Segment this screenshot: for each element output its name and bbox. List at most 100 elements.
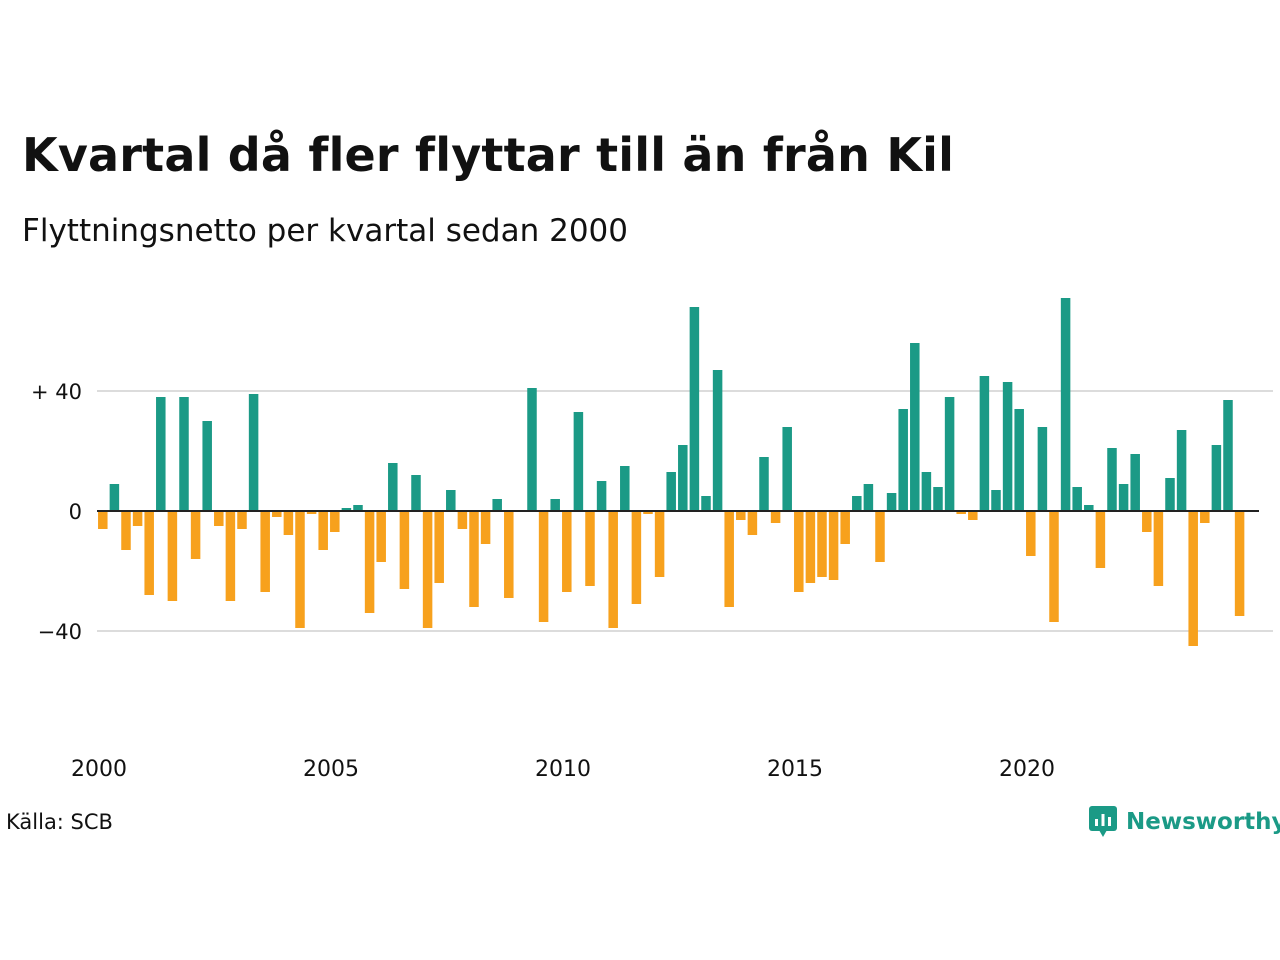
bar-2021-k4 bbox=[1107, 448, 1117, 511]
bar-2002-k2 bbox=[202, 421, 212, 511]
bar-2017-k1 bbox=[886, 493, 897, 511]
bar-2023-k3 bbox=[1188, 511, 1198, 646]
chart-subtitle: Flyttningsnetto per kvartal sedan 2000 bbox=[22, 213, 628, 249]
bar-2000-k2 bbox=[109, 484, 120, 511]
bar-2000-k4 bbox=[132, 511, 143, 526]
bar-2002-k4 bbox=[225, 511, 236, 601]
bar-2022-k4 bbox=[1153, 511, 1164, 586]
bar-2023-k1 bbox=[1165, 478, 1175, 511]
bar-2005-k4 bbox=[364, 511, 375, 613]
bar-2022-k2 bbox=[1130, 454, 1140, 511]
bar-2004-k2 bbox=[295, 511, 305, 628]
x-tick-label: 2005 bbox=[303, 757, 359, 782]
bar-2001-k2 bbox=[156, 397, 166, 511]
bar-2018-k4 bbox=[968, 511, 978, 520]
bar-2000-k1 bbox=[98, 511, 108, 529]
bar-2001-k3 bbox=[167, 511, 178, 601]
bar-2019-k4 bbox=[1014, 409, 1024, 511]
newsworthy-brand[interactable]: Newsworthy bbox=[1088, 804, 1280, 840]
bar-2005-k2 bbox=[341, 508, 352, 511]
x-tick-label: 2010 bbox=[535, 757, 591, 782]
bar-2017-k3 bbox=[910, 343, 920, 511]
bar-2015-k4 bbox=[828, 511, 839, 580]
bar-2013-k2 bbox=[712, 370, 723, 511]
bar-2019-k1 bbox=[979, 376, 990, 511]
bar-2011-k1 bbox=[608, 511, 618, 628]
bar-2016-k4 bbox=[875, 511, 885, 562]
bar-2021-k3 bbox=[1095, 511, 1106, 568]
bar-2014-k3 bbox=[770, 511, 781, 523]
bar-2023-k4 bbox=[1200, 511, 1210, 523]
bar-2014-k1 bbox=[747, 511, 758, 535]
bar-2019-k3 bbox=[1002, 382, 1013, 511]
bar-2006-k4 bbox=[411, 475, 421, 511]
bar-2009-k3 bbox=[538, 511, 549, 622]
y-tick-label: −40 bbox=[38, 620, 82, 644]
bar-2008-k3 bbox=[492, 499, 502, 511]
bar-2018-k3 bbox=[956, 511, 966, 514]
chart-title: Kvartal då fler flyttar till än från Kil bbox=[22, 128, 955, 182]
bar-2006-k1 bbox=[376, 511, 386, 562]
bar-2012-k2 bbox=[666, 472, 676, 511]
bars bbox=[98, 298, 1245, 646]
bar-2007-k2 bbox=[434, 511, 444, 583]
bar-2023-k2 bbox=[1176, 430, 1187, 511]
bar-2006-k2 bbox=[388, 463, 398, 511]
bar-2015-k1 bbox=[794, 511, 804, 592]
bar-2000-k3 bbox=[121, 511, 131, 550]
bar-2012-k3 bbox=[678, 445, 688, 511]
bar-2020-k3 bbox=[1049, 511, 1059, 622]
bar-2008-k2 bbox=[480, 511, 491, 544]
bar-2012-k4 bbox=[689, 307, 700, 511]
bar-2013-k3 bbox=[724, 511, 734, 607]
bar-2010-k2 bbox=[573, 412, 584, 511]
bar-2024-k1 bbox=[1211, 445, 1222, 511]
bar-2004-k4 bbox=[318, 511, 328, 550]
bar-2013-k1 bbox=[701, 496, 711, 511]
grid-lines bbox=[97, 390, 1273, 632]
bar-2017-k4 bbox=[921, 472, 932, 511]
bar-2007-k3 bbox=[446, 490, 456, 511]
bar-2022-k1 bbox=[1118, 484, 1129, 511]
bar-2020-k1 bbox=[1026, 511, 1036, 556]
bar-2022-k3 bbox=[1142, 511, 1152, 532]
bar-2003-k2 bbox=[248, 394, 259, 511]
bar-2003-k4 bbox=[272, 511, 282, 517]
bar-2019-k2 bbox=[991, 490, 1001, 511]
bar-2002-k3 bbox=[214, 511, 224, 526]
bar-2007-k4 bbox=[457, 511, 468, 529]
bar-2008-k1 bbox=[469, 511, 479, 607]
bar-2011-k2 bbox=[620, 466, 630, 511]
bar-2010-k1 bbox=[562, 511, 572, 592]
bar-chart: + 40 0 −40 2000 2005 2010 2015 2020 bbox=[31, 298, 1273, 782]
x-tick-label: 2000 bbox=[71, 757, 127, 782]
bar-2016-k1 bbox=[840, 511, 850, 544]
y-tick-label: 0 bbox=[69, 500, 82, 524]
bar-2020-k2 bbox=[1037, 427, 1048, 511]
bar-2011-k4 bbox=[643, 511, 653, 514]
bar-2024-k3 bbox=[1234, 511, 1245, 616]
x-axis-tick-labels: 2000 2005 2010 2015 2020 bbox=[71, 757, 1055, 782]
bar-2021-k2 bbox=[1084, 505, 1094, 511]
bar-2014-k2 bbox=[759, 457, 769, 511]
x-tick-label: 2020 bbox=[999, 757, 1055, 782]
bar-2015-k3 bbox=[817, 511, 827, 577]
bar-2021-k1 bbox=[1072, 487, 1082, 511]
bar-2003-k3 bbox=[260, 511, 270, 592]
bar-2016-k3 bbox=[863, 484, 874, 511]
bar-2010-k4 bbox=[596, 481, 607, 511]
brand-name: Newsworthy bbox=[1126, 809, 1280, 835]
bar-2002-k1 bbox=[190, 511, 201, 559]
bar-2009-k4 bbox=[550, 499, 560, 511]
bar-2010-k3 bbox=[585, 511, 595, 586]
bar-2004-k1 bbox=[283, 511, 294, 535]
bar-2016-k2 bbox=[852, 496, 862, 511]
bar-2020-k4 bbox=[1060, 298, 1071, 511]
bar-2011-k3 bbox=[631, 511, 642, 604]
bar-2015-k2 bbox=[805, 511, 816, 583]
source-note: Källa: SCB bbox=[6, 810, 113, 834]
bar-2006-k3 bbox=[399, 511, 410, 589]
bar-2001-k4 bbox=[179, 397, 189, 511]
bar-2017-k2 bbox=[898, 409, 908, 511]
y-axis-tick-labels: + 40 0 −40 bbox=[31, 380, 82, 644]
